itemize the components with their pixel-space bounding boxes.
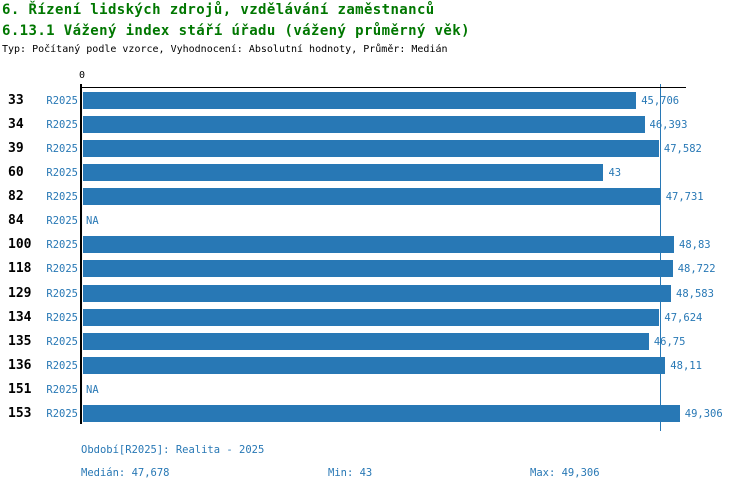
row-id-label: 151 [8,381,32,397]
bar-row: 33 R2025 45,706 [0,92,750,109]
bar-value-label: NA [86,383,99,396]
bar [83,356,666,374]
bar-row: 129 R2025 48,583 [0,284,750,302]
bar-value-label: 48,583 [676,287,714,300]
row-period-label: R2025 [46,119,78,132]
bar [83,236,675,254]
row-id-label: 136 [8,357,32,373]
bar-row: 82 R2025 47,731 [0,188,750,206]
bar-value-label: 46,393 [649,119,688,132]
x-axis-line [80,87,686,88]
row-id-label: 100 [8,237,32,253]
row-period-label: R2025 [46,215,78,228]
x-axis-zero-tick-label: 0 [78,70,86,81]
bar [83,284,672,302]
row-id-label: 134 [8,309,32,325]
row-period-label: R2025 [46,191,78,204]
bar-row: 153 R2025 49,306 [0,404,750,422]
bar-row: 136 R2025 48,11 [0,356,750,374]
bar [83,164,604,182]
row-id-label: 39 [8,141,24,157]
bar-value-label: 47,624 [664,311,703,324]
bar-value-label: 49,306 [684,407,723,420]
bar-row: 60 R2025 43 [0,164,750,182]
bar [83,404,680,422]
bar [83,92,637,109]
row-period-label: R2025 [46,383,78,396]
bar-row: 34 R2025 46,393 [0,116,750,134]
bar-value-label: 47,731 [665,191,704,204]
bar [83,188,661,206]
row-id-label: 34 [8,117,24,133]
row-id-label: 33 [8,93,24,108]
row-id-label: 60 [8,165,24,181]
chart-meta-line: Typ: Počítaný podle vzorce, Vyhodnocení:… [2,44,448,55]
row-period-label: R2025 [46,263,78,276]
bar [83,332,649,350]
row-id-label: 129 [8,285,32,301]
bar [83,116,645,134]
bar [83,308,660,326]
bar-value-label: 48,722 [677,263,716,276]
bar-row: 84 R2025 NA [0,212,750,229]
row-period-label: R2025 [46,167,78,180]
bar-value-label: 46,75 [653,335,686,348]
median-stat-label: Medián: 47,678 [81,467,170,479]
bar-row: 100 R2025 48,83 [0,236,750,254]
row-period-label: R2025 [46,239,78,252]
y-axis-line [80,84,82,424]
chart-subtitle: 6.13.1 Vážený index stáří úřadu (vážený … [2,23,470,39]
max-stat-label: Max: 49,306 [530,467,600,479]
bar-value-label: 48,83 [679,239,711,252]
bar [83,260,673,278]
row-period-label: R2025 [46,359,78,372]
row-period-label: R2025 [46,95,78,107]
min-stat-label: Min: 43 [328,467,373,479]
row-period-label: R2025 [46,287,78,300]
bar-value-label: 45,706 [641,95,680,107]
bar-row: 118 R2025 48,722 [0,260,750,278]
bar-row: 151 R2025 NA [0,381,750,398]
row-period-label: R2025 [46,407,78,420]
bar [83,140,659,158]
row-id-label: 153 [8,405,32,421]
bar-value-label: 47,582 [663,143,702,156]
chart-title: 6. Řízení lidských zdrojů, vzdělávání za… [2,2,435,18]
bar-row: 134 R2025 47,624 [0,308,750,326]
median-reference-line [660,84,662,431]
bar-row: 39 R2025 47,582 [0,140,750,158]
row-id-label: 135 [8,333,32,349]
bar-value-label: 43 [608,167,622,180]
row-id-label: 118 [8,261,32,277]
row-period-label: R2025 [46,143,78,156]
bar-value-label: 48,11 [670,359,702,372]
bar-row: 135 R2025 46,75 [0,332,750,350]
row-period-label: R2025 [46,335,78,348]
row-period-label: R2025 [46,311,78,324]
row-id-label: 82 [8,189,24,205]
bar-value-label: NA [86,215,99,228]
row-id-label: 84 [8,213,24,229]
period-note: Období[R2025]: Realita - 2025 [81,444,265,456]
